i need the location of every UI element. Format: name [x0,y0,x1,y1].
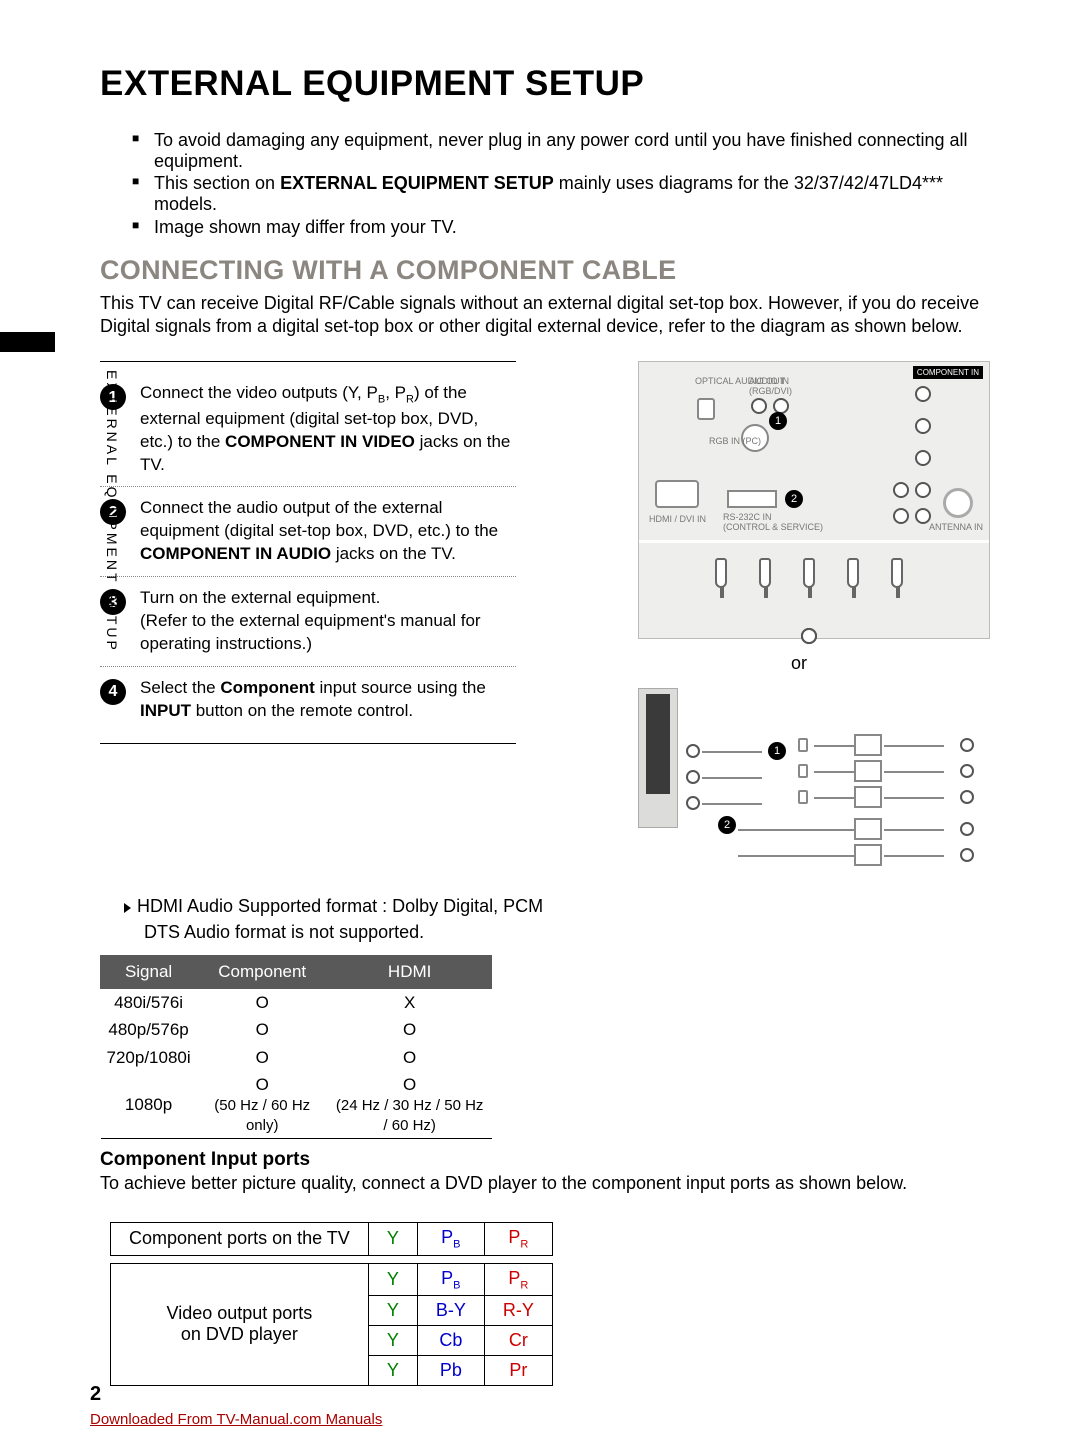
diagram-badge-2: 2 [785,490,803,508]
cell: 480i/576i [101,988,197,1016]
note-line-2: DTS Audio format is not supported. [144,920,424,945]
step1-sub-r: R [406,394,414,406]
table-row: 480p/576p O O [101,1016,492,1044]
cell: Y [368,1223,417,1256]
step-3: 3 Turn on the external equipment. (Refer… [100,576,516,666]
hdmi-note: HDMI Audio Supported format : Dolby Digi… [124,894,990,944]
step1-text-a: Connect the video outputs (Y, P [140,383,378,402]
cell: PR [484,1263,552,1296]
step1-bold: COMPONENT IN VIDEO [225,432,415,451]
step-2: 2 Connect the audio output of the extern… [100,486,516,576]
rgb-in-pc-label: RGB IN (PC) [709,436,761,446]
audio-in-label: AUDIO IN [749,376,789,386]
bullet-2-bold: EXTERNAL EQUIPMENT SETUP [280,173,554,193]
table-row: Component ports on the TV Y PB PR [111,1223,553,1256]
cell: O (24 Hz / 30 Hz / 50 Hz / 60 Hz) [328,1071,492,1138]
step4-bold-2: INPUT [140,701,191,720]
table-row: 1080p O (50 Hz / 60 Hz only) O (24 Hz / … [101,1071,492,1138]
table-row: Video output ports on DVD player Y PB PR [111,1263,553,1296]
page: EXTERNAL EQUIPMENT SETUP To avoid damagi… [0,0,1080,1406]
cell: O [197,1044,328,1072]
cell: O (50 Hz / 60 Hz only) [197,1071,328,1138]
cell: PR [484,1223,552,1256]
sidebar-label: EXTERNAL EQUIPMENT SETUP [104,370,120,653]
ports-paragraph: To achieve better picture quality, conne… [100,1173,990,1194]
antenna-label: ANTENNA IN [929,522,983,532]
cell: Cr [484,1326,552,1356]
cell: Y [368,1326,417,1356]
cell: PB [417,1223,484,1256]
intro-paragraph: This TV can receive Digital RF/Cable sig… [100,292,990,337]
step2-bold: COMPONENT IN AUDIO [140,544,331,563]
cell: 720p/1080i [101,1044,197,1072]
diagram2-badge-2: 2 [718,816,736,834]
cell: Y [368,1356,417,1386]
step-badge-4: 4 [100,679,126,705]
sidebar-black-tab [0,332,55,352]
cell: X [328,988,492,1016]
ports-table: Component ports on the TV Y PB PR Video … [110,1222,553,1386]
cell: Pr [484,1356,552,1386]
bullet-3: Image shown may differ from your TV. [154,217,990,238]
table-row: 480i/576i O X [101,988,492,1016]
rgb-dvi-label: (RGB/DVI) [749,386,792,396]
signal-table: Signal Component HDMI 480i/576i O X 480p… [100,955,492,1139]
step4-text-a: Select the [140,678,220,697]
th-hdmi: HDMI [328,955,492,988]
cell: PB [417,1263,484,1296]
cell: O [197,988,328,1016]
th-signal: Signal [101,955,197,988]
cell: Y [368,1296,417,1326]
footer-link[interactable]: Downloaded From TV-Manual.com Manuals [90,1411,382,1428]
ports-heading: Component Input ports [100,1149,990,1171]
warning-bullets: To avoid damaging any equipment, never p… [100,130,990,237]
step2-text-b: jacks on the TV. [331,544,456,563]
triangle-icon [124,903,131,913]
cell: O [328,1016,492,1044]
diagram2-badge-1: 1 [768,742,786,760]
step3-text-a: Turn on the external equipment. [140,588,380,607]
cell: O [328,1044,492,1072]
or-label: or [608,653,990,674]
cell: 1080p [101,1071,197,1138]
diagram-badge-1: 1 [769,412,787,430]
step1-text-b: , P [385,383,406,402]
cell: R-Y [484,1296,552,1326]
cell: 480p/576p [101,1016,197,1044]
step4-bold-1: Component [220,678,314,697]
page-title: EXTERNAL EQUIPMENT SETUP [100,64,990,104]
step3-text-b: (Refer to the external equipment's manua… [140,611,481,653]
rs232-label: RS-232C IN (CONTROL & SERVICE) [723,512,823,532]
step4-text-c: button on the remote control. [191,701,413,720]
connection-diagram-bottom: 1 2 [638,688,990,876]
bullet-2-pre: This section on [154,173,280,193]
cell-label: Component ports on the TV [111,1223,369,1256]
table-row: 720p/1080i O O [101,1044,492,1072]
steps-list: 1 Connect the video outputs (Y, PB, PR) … [100,361,516,744]
cell-label: Video output ports on DVD player [111,1263,369,1386]
step2-text-a: Connect the audio output of the external… [140,498,498,540]
step-4: 4 Select the Component input source usin… [100,666,516,733]
cell: O [197,1016,328,1044]
bullet-1: To avoid damaging any equipment, never p… [154,130,990,171]
cell: Pb [417,1356,484,1386]
step-1: 1 Connect the video outputs (Y, PB, PR) … [100,372,516,486]
section-title: CONNECTING WITH A COMPONENT CABLE [100,255,990,286]
hdmi-dvi-label: HDMI / DVI IN [649,514,706,524]
cell: Cb [417,1326,484,1356]
step4-text-b: input source using the [315,678,486,697]
bullet-2: This section on EXTERNAL EQUIPMENT SETUP… [154,173,990,214]
cell: Y [368,1263,417,1296]
connection-diagram-top: COMPONENT IN OPTICAL AUDIO OUT AUDIO IN … [638,361,990,639]
th-component: Component [197,955,328,988]
component-in-label: COMPONENT IN [913,366,983,379]
cell: B-Y [417,1296,484,1326]
note-line-1: HDMI Audio Supported format : Dolby Digi… [137,896,543,916]
page-number: 2 [90,1383,101,1406]
